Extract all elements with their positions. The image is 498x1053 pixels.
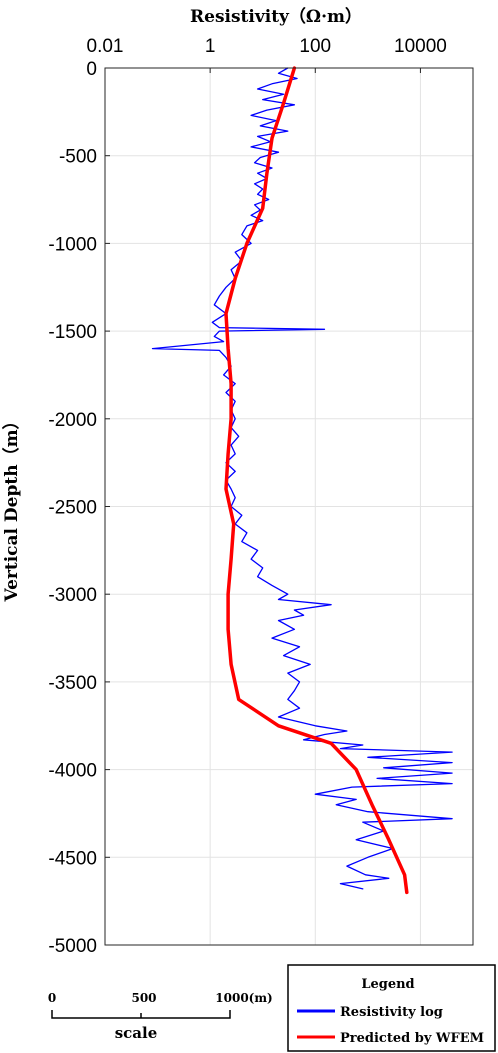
x-tick-label: 0.01	[87, 36, 124, 57]
y-tick-label: -500	[59, 147, 97, 168]
y-tick-label: -1500	[48, 322, 97, 343]
scale-title: scale	[115, 1024, 158, 1042]
legend-title: Legend	[361, 977, 414, 992]
legend: Legend Resistivity log Predicted by WFEM	[287, 964, 496, 1052]
y-tick-label: -3000	[48, 585, 97, 606]
y-tick-label: -3500	[48, 673, 97, 694]
y-tick-label: -5000	[48, 936, 97, 957]
y-tick-label: -4000	[48, 761, 97, 782]
scale-label-1000: 1000(m)	[215, 991, 272, 1005]
y-axis-label: Vertical Depth（m）	[1, 412, 22, 602]
series-line-predicted-wfem	[224, 66, 409, 895]
series-line-resistivity-log	[151, 67, 453, 890]
y-tick-label: -1000	[48, 234, 97, 255]
scale-label-0: 0	[48, 991, 56, 1005]
y-tick-label: -2500	[48, 498, 97, 519]
scale-bar: 0 500 1000(m) scale	[48, 991, 273, 1042]
series-group	[151, 66, 453, 895]
legend-label-wfem: Predicted by WFEM	[340, 1031, 484, 1046]
x-tick-label: 100	[299, 36, 331, 57]
legend-label-resistivity: Resistivity log	[340, 1005, 443, 1020]
y-ticks: 0 -500 -1000 -1500 -2000 -2500 -3000 -3500 -4000…	[48, 59, 110, 957]
y-tick-label: -2000	[48, 410, 97, 431]
scale-label-500: 500	[131, 991, 156, 1005]
x-tick-label: 1	[205, 36, 216, 57]
x-tick-label: 10000	[394, 36, 447, 57]
x-axis-label: Resistivity（Ω·m）	[190, 6, 362, 27]
y-tick-label: -4500	[48, 848, 97, 869]
x-ticks: 0.01 1 100 10000	[87, 36, 447, 73]
y-tick-label: 0	[86, 59, 97, 80]
